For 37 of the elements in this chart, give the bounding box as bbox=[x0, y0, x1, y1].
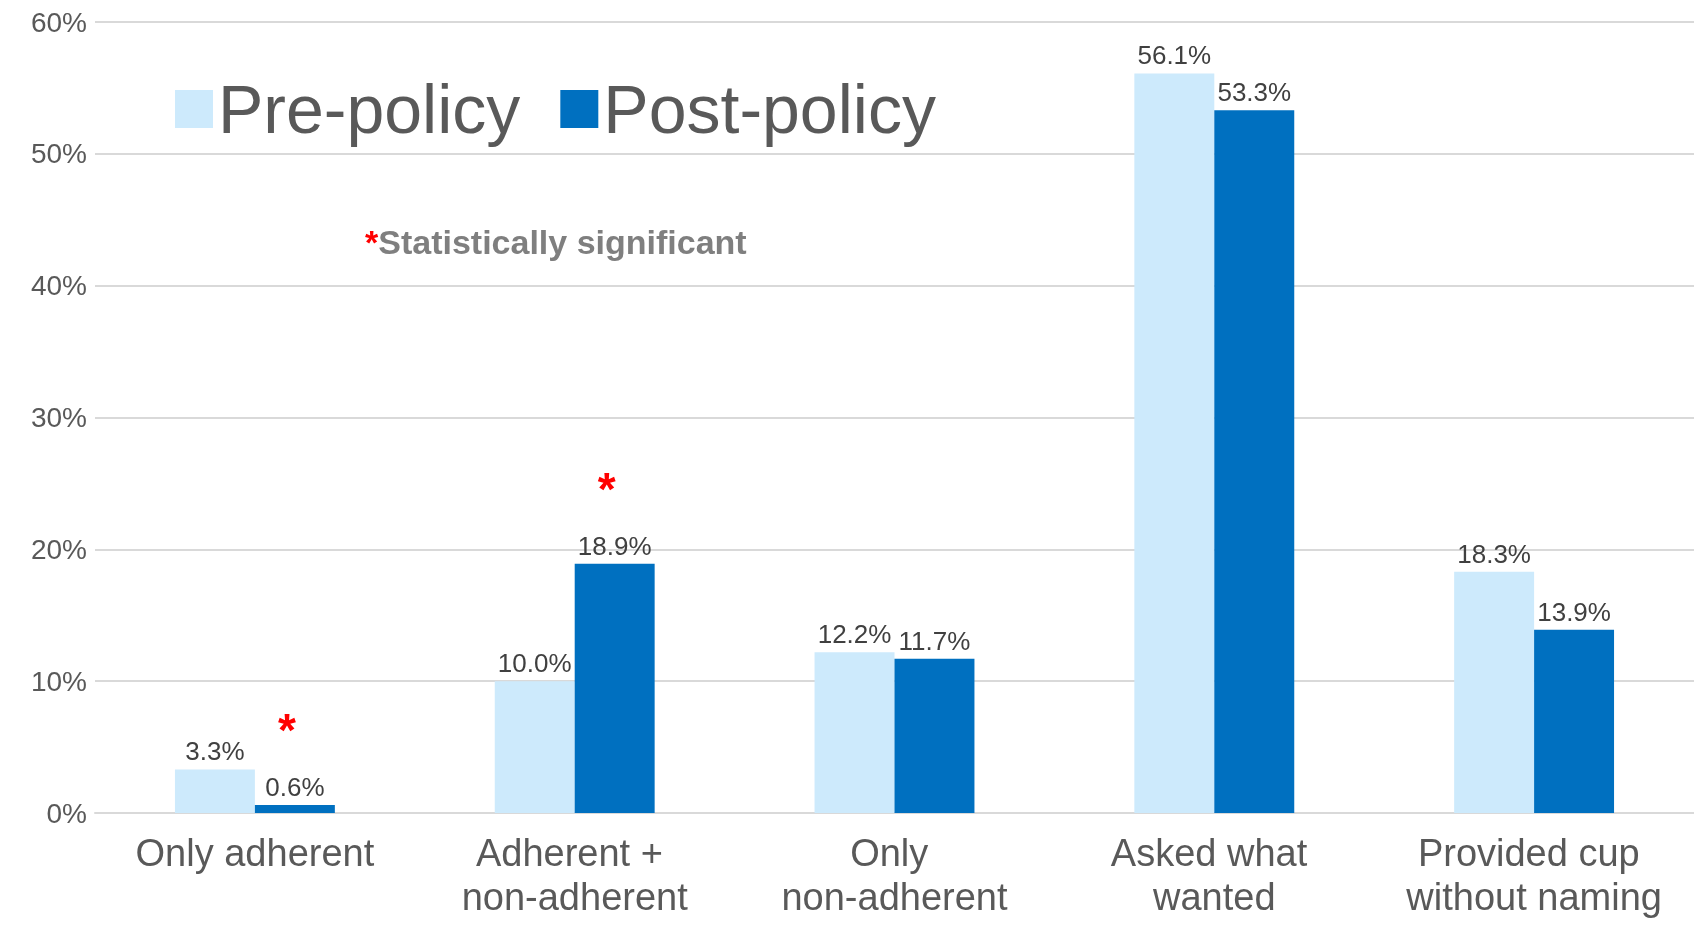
data-label: 12.2% bbox=[817, 619, 892, 650]
annotation: * bbox=[277, 704, 296, 757]
x-tick-label: Asked what wanted bbox=[1110, 832, 1318, 918]
bar bbox=[1454, 571, 1535, 813]
data-label: 0.6% bbox=[265, 772, 325, 803]
x-tick-label: Only non-adherent bbox=[781, 832, 1008, 918]
bar bbox=[814, 652, 895, 813]
data-label: 10.0% bbox=[497, 648, 572, 679]
data-label: 53.3% bbox=[1217, 77, 1292, 108]
legend-label: Post-policy bbox=[603, 71, 936, 147]
y-tick-label: 0% bbox=[46, 797, 87, 829]
y-tick-label: 30% bbox=[30, 402, 87, 433]
bar bbox=[494, 681, 575, 813]
x-tick-label: Adherent + non-adherent bbox=[461, 832, 689, 918]
bar bbox=[574, 563, 655, 813]
bar bbox=[174, 769, 255, 813]
data-label: 11.7% bbox=[898, 625, 971, 656]
bar bbox=[1134, 73, 1215, 813]
x-tick-label: Provided cup without naming bbox=[1405, 832, 1662, 918]
y-tick-label: 50% bbox=[30, 138, 87, 170]
y-tick-label: 10% bbox=[30, 665, 87, 697]
annotation: * bbox=[597, 462, 616, 515]
data-label: 18.3% bbox=[1457, 538, 1531, 569]
y-tick-label: 20% bbox=[30, 533, 87, 565]
y-tick-label: 40% bbox=[30, 270, 87, 302]
bar bbox=[1214, 110, 1295, 813]
data-label: 13.9% bbox=[1537, 596, 1611, 627]
y-tick-label: 60% bbox=[30, 6, 87, 38]
annotation: *Statistically significant bbox=[365, 223, 747, 261]
x-tick-label: Only adherent bbox=[135, 832, 375, 874]
bar bbox=[894, 658, 975, 813]
data-label: 56.1% bbox=[1137, 40, 1212, 71]
data-label: 3.3% bbox=[185, 736, 245, 767]
bar bbox=[1534, 629, 1615, 813]
legend-label: Pre-policy bbox=[218, 71, 521, 147]
data-label: 18.9% bbox=[577, 530, 652, 561]
bar bbox=[254, 805, 335, 813]
